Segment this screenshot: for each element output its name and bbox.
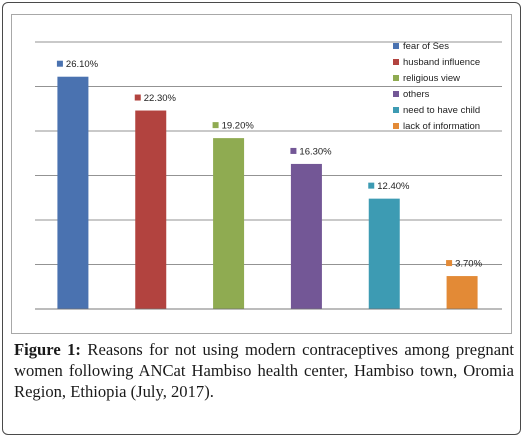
legend-label: husband influence (403, 57, 480, 68)
legend-swatch (393, 107, 399, 113)
data-label: 16.30% (299, 146, 332, 157)
figure-caption: Figure 1: Reasons for not using modern c… (14, 339, 514, 402)
data-label-marker (290, 147, 297, 154)
data-label: 12.40% (377, 181, 410, 192)
data-label-marker (368, 182, 375, 189)
data-label: 26.10% (66, 59, 99, 70)
legend-label: lack of information (403, 121, 480, 132)
bar-chart: 26.10% 22.30% 19.20% 16.30% 12.40% 3.70% fear … (35, 41, 502, 310)
legend-swatch (393, 43, 399, 49)
data-label-marker (134, 94, 141, 101)
data-label-marker (56, 60, 63, 67)
legend-label: fear of Ses (403, 41, 449, 52)
bar (446, 276, 478, 309)
legend-swatch (393, 75, 399, 81)
data-label: 22.30% (144, 93, 177, 104)
legend-swatch (393, 91, 399, 97)
figure-caption-text: Reasons for not using modern contracepti… (14, 340, 514, 401)
legend-label: need to have child (403, 105, 480, 116)
legend-label: religious view (403, 73, 460, 84)
legend-swatch (393, 123, 399, 129)
chart-area: 26.10% 22.30% 19.20% 16.30% 12.40% 3.70% fear … (11, 14, 512, 334)
bar (213, 138, 245, 309)
figure-label: Figure 1: (14, 340, 81, 359)
legend-label: others (403, 89, 430, 100)
bar (57, 76, 89, 310)
data-label-marker (446, 260, 453, 267)
bar (368, 198, 400, 309)
data-label: 19.20% (222, 121, 255, 132)
data-label: 3.70% (455, 259, 482, 270)
bar (135, 110, 167, 309)
data-label-marker (212, 122, 219, 129)
bar (290, 163, 322, 309)
legend-swatch (393, 59, 399, 65)
